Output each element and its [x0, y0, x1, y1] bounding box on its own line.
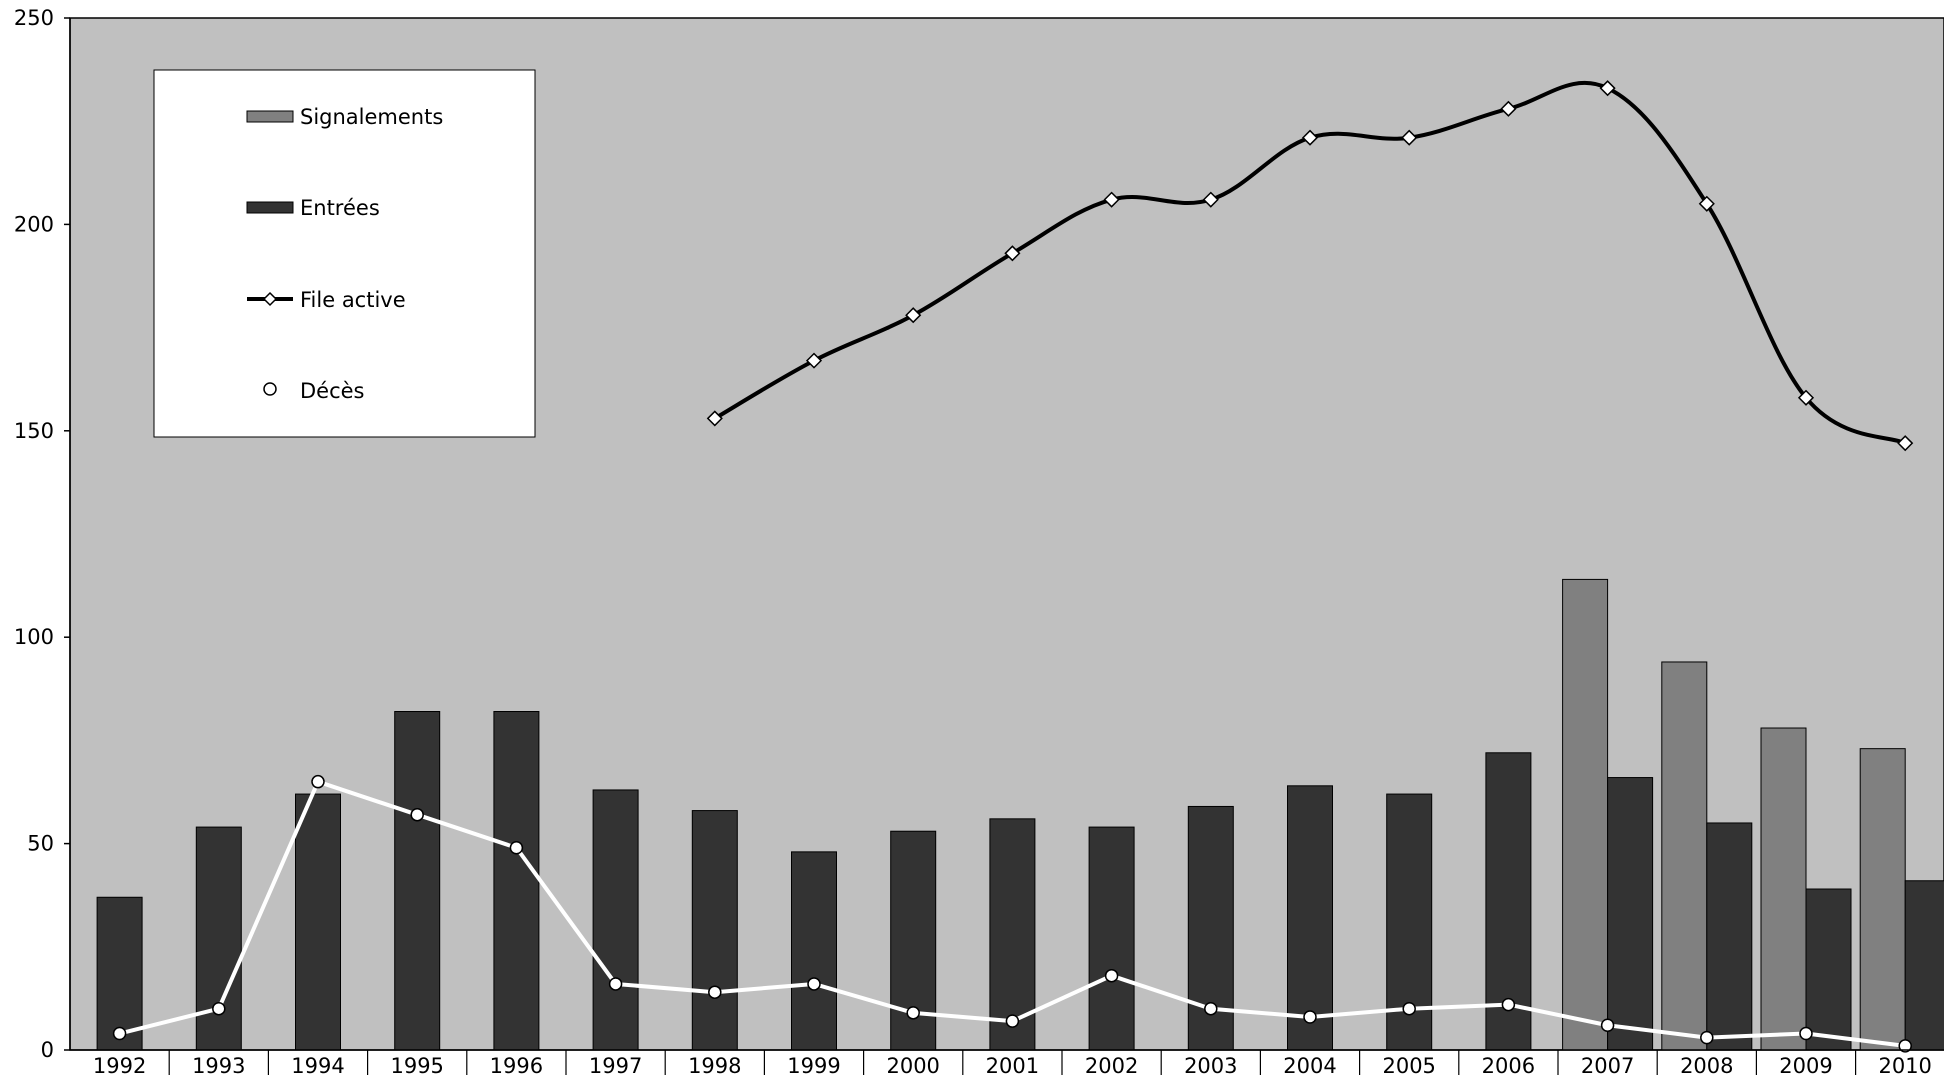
- bar-entrees-1996: [493, 711, 540, 1051]
- bar-signalements-2010: [1859, 748, 1906, 1051]
- point-deces-2006: [1501, 997, 1516, 1012]
- legend-swatch-signalements: [246, 110, 294, 123]
- bar-signalements-2009: [1760, 727, 1807, 1051]
- x-tick-label-2003: 2003: [1184, 1054, 1237, 1075]
- bar-entrees-1999: [791, 851, 837, 1051]
- legend-label-entrees: Entrées: [300, 196, 380, 220]
- y-tick-label-150: 150: [14, 419, 54, 443]
- bar-entrees-1997: [592, 789, 639, 1051]
- x-tick-label-1994: 1994: [291, 1054, 344, 1075]
- point-deces-2010: [1898, 1039, 1912, 1053]
- point-file-active-2008: [1698, 195, 1715, 212]
- legend-label-deces: Décès: [300, 379, 365, 403]
- point-file-active-2003: [1202, 191, 1219, 208]
- point-file-active-2010: [1897, 435, 1914, 452]
- point-file-active-1998: [706, 410, 723, 427]
- bar-signalements-2007: [1562, 578, 1609, 1051]
- bar-entrees-1995: [394, 711, 441, 1051]
- point-deces-2008: [1700, 1030, 1714, 1045]
- y-tick-label-250: 250: [14, 6, 54, 30]
- bar-entrees-1998: [691, 810, 738, 1051]
- x-tick-label-2010: 2010: [1878, 1054, 1931, 1075]
- point-file-active-2002: [1103, 191, 1120, 208]
- y-tick-label-200: 200: [14, 212, 54, 236]
- legend-marker-deces: [263, 382, 277, 396]
- legend-label-file-active: File active: [300, 288, 406, 312]
- point-file-active-2000: [905, 307, 922, 324]
- x-tick-label-2000: 2000: [886, 1054, 939, 1075]
- y-tick-label-0: 0: [41, 1038, 54, 1062]
- x-tick-label-1999: 1999: [787, 1054, 840, 1075]
- point-file-active-2001: [1004, 245, 1021, 262]
- point-deces-1992: [112, 1026, 127, 1041]
- x-tick-label-2007: 2007: [1581, 1054, 1634, 1075]
- point-deces-2004: [1303, 1010, 1317, 1024]
- x-tick-label-1992: 1992: [93, 1054, 146, 1075]
- point-deces-1999: [807, 977, 821, 991]
- x-tick-label-1997: 1997: [589, 1054, 642, 1075]
- x-tick-label-2002: 2002: [1085, 1054, 1138, 1075]
- y-tick-label-100: 100: [14, 625, 54, 649]
- legend-label-signalements: Signalements: [300, 105, 443, 129]
- x-tick-label-2004: 2004: [1283, 1054, 1336, 1075]
- legend-marker-file-active: [262, 291, 278, 307]
- lines-layer: [112, 80, 1914, 1053]
- point-deces-1997: [608, 977, 623, 991]
- x-tick-label-2006: 2006: [1482, 1054, 1535, 1075]
- bar-signalements-2008: [1661, 661, 1708, 1051]
- point-deces-1993: [212, 1001, 226, 1016]
- bar-entrees-2002: [1088, 826, 1135, 1051]
- bar-entrees-2010: [1904, 880, 1944, 1051]
- point-deces-2001: [1005, 1014, 1020, 1028]
- point-deces-2002: [1104, 968, 1119, 983]
- x-tick-label-1995: 1995: [390, 1054, 443, 1075]
- bar-entrees-2007: [1607, 777, 1654, 1051]
- point-file-active-2006: [1500, 100, 1517, 117]
- point-deces-2003: [1204, 1001, 1218, 1016]
- y-tick-label-50: 50: [27, 832, 54, 856]
- bar-entrees-1993: [195, 826, 242, 1051]
- x-tick-label-1996: 1996: [490, 1054, 543, 1075]
- bar-entrees-2009: [1805, 888, 1852, 1051]
- point-deces-1994: [311, 774, 325, 789]
- point-file-active-2004: [1301, 129, 1319, 146]
- point-file-active-2009: [1797, 389, 1815, 406]
- bar-entrees-1992: [96, 896, 143, 1051]
- x-tick-label-2009: 2009: [1779, 1054, 1832, 1075]
- x-tick-label-1998: 1998: [688, 1054, 741, 1075]
- legend-swatch-entrees: [246, 201, 294, 214]
- bar-entrees-2001: [989, 818, 1036, 1051]
- point-deces-2005: [1402, 1001, 1416, 1016]
- point-file-active-2005: [1401, 129, 1418, 146]
- legend-box: [153, 69, 536, 438]
- axes-layer: 0 50 100 150 200 250 1992 1993 1994 1995 1996 1997 1…: [14, 6, 1944, 1075]
- point-deces-1996: [509, 840, 524, 855]
- x-tick-label-2005: 2005: [1382, 1054, 1435, 1075]
- x-tick-label-2008: 2008: [1680, 1054, 1733, 1075]
- bars-layer: [96, 578, 1944, 1051]
- point-deces-1995: [410, 807, 424, 822]
- bar-entrees-1994: [295, 793, 341, 1051]
- x-tick-label-1993: 1993: [192, 1054, 245, 1075]
- legend: Signalements Entrées File active Décès: [153, 69, 536, 438]
- x-tick-label-2001: 2001: [986, 1054, 1039, 1075]
- point-file-active-2007: [1599, 80, 1616, 97]
- point-deces-2007: [1600, 1018, 1615, 1032]
- point-deces-2000: [906, 1006, 920, 1020]
- point-deces-2009: [1799, 1026, 1813, 1041]
- bar-entrees-2008: [1706, 822, 1753, 1051]
- point-deces-1998: [708, 985, 722, 999]
- point-file-active-1999: [805, 352, 823, 369]
